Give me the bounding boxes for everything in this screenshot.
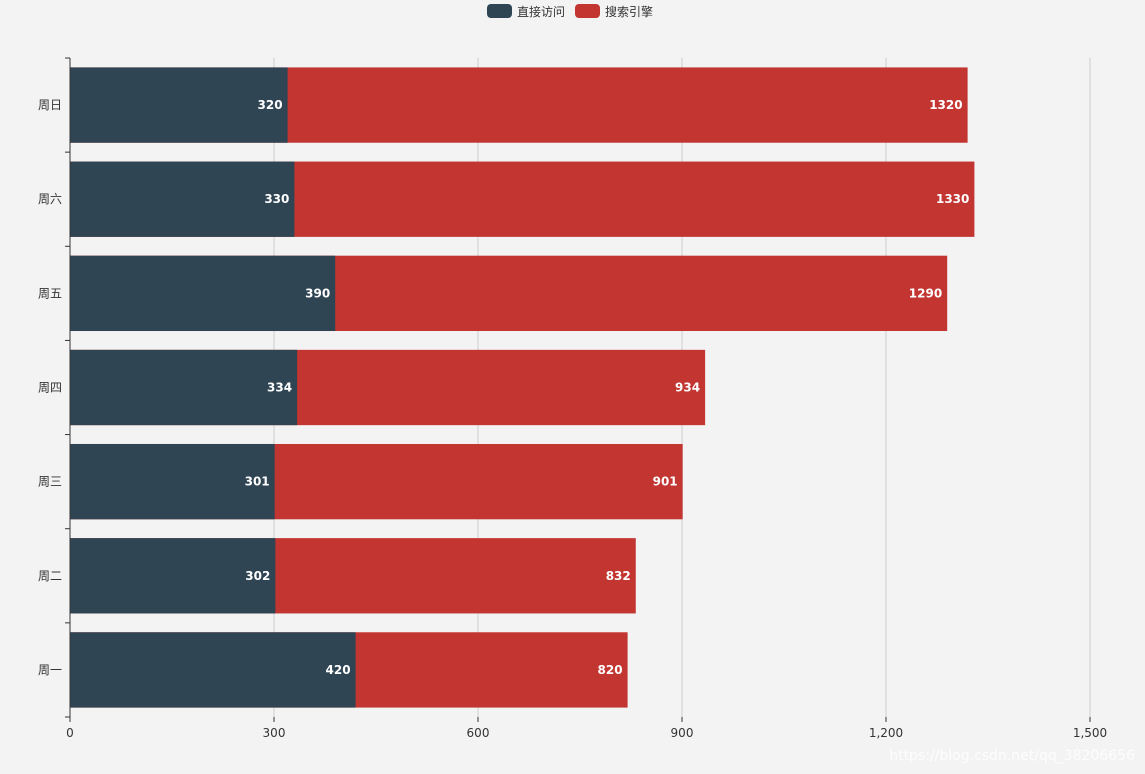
legend-item-series-1[interactable]: 直接访问: [487, 4, 565, 19]
bar-series-1: [70, 161, 295, 237]
x-tick-label: 600: [467, 726, 490, 740]
y-category-label: 周六: [38, 192, 62, 206]
y-category-label: 周四: [38, 381, 62, 395]
data-label-series-1: 390: [305, 286, 330, 300]
watermark-text: https://blog.csdn.net/qq_38206656: [889, 748, 1135, 764]
y-category-label: 周一: [38, 663, 62, 677]
legend-label-series-2: 搜索引擎: [605, 4, 653, 19]
legend: 直接访问 搜索引擎: [487, 4, 653, 19]
data-label-series-1: 301: [245, 475, 270, 489]
x-tick-label: 900: [671, 726, 694, 740]
data-label-series-1: 334: [267, 381, 292, 395]
data-label-series-2: 832: [606, 569, 631, 583]
data-label-series-2: 1320: [929, 98, 962, 112]
y-category-label: 周五: [38, 286, 62, 300]
legend-label-series-1: 直接访问: [517, 4, 565, 19]
y-category-label: 周三: [38, 475, 62, 489]
x-tick-label: 1,500: [1073, 726, 1107, 740]
y-category-label: 周日: [38, 98, 62, 112]
data-labels: 420 820 302 832 301 901 334 934 390 1290 330 1330 32…: [245, 98, 970, 677]
legend-swatch-series-2: [575, 4, 600, 18]
x-tick-label: 1,200: [869, 726, 903, 740]
data-label-series-2: 934: [675, 381, 700, 395]
y-category-label: 周二: [38, 569, 62, 583]
data-label-series-2: 820: [598, 663, 623, 677]
bar-series-1: [70, 443, 275, 520]
axes: 0 300 600 900 1,200 1,500 周一 周二 周三 周四 周五 周六 周日: [38, 57, 1107, 740]
bar-series-1: [70, 349, 298, 426]
data-label-series-1: 302: [245, 569, 270, 583]
data-label-series-1: 320: [258, 98, 283, 112]
x-tick-label: 0: [66, 726, 74, 740]
data-label-series-2: 1330: [936, 192, 969, 206]
data-label-series-1: 420: [326, 663, 351, 677]
data-label-series-2: 1290: [909, 286, 942, 300]
legend-item-series-2[interactable]: 搜索引擎: [575, 4, 653, 19]
bar-series-1: [70, 255, 336, 332]
bars: [70, 67, 975, 708]
legend-swatch-series-1: [487, 4, 512, 18]
bar-series-1: [70, 632, 356, 708]
bar-series-1: [70, 538, 276, 614]
x-tick-label: 300: [263, 726, 286, 740]
data-label-series-2: 901: [653, 475, 678, 489]
bar-series-1: [70, 67, 288, 143]
data-label-series-1: 330: [264, 192, 289, 206]
